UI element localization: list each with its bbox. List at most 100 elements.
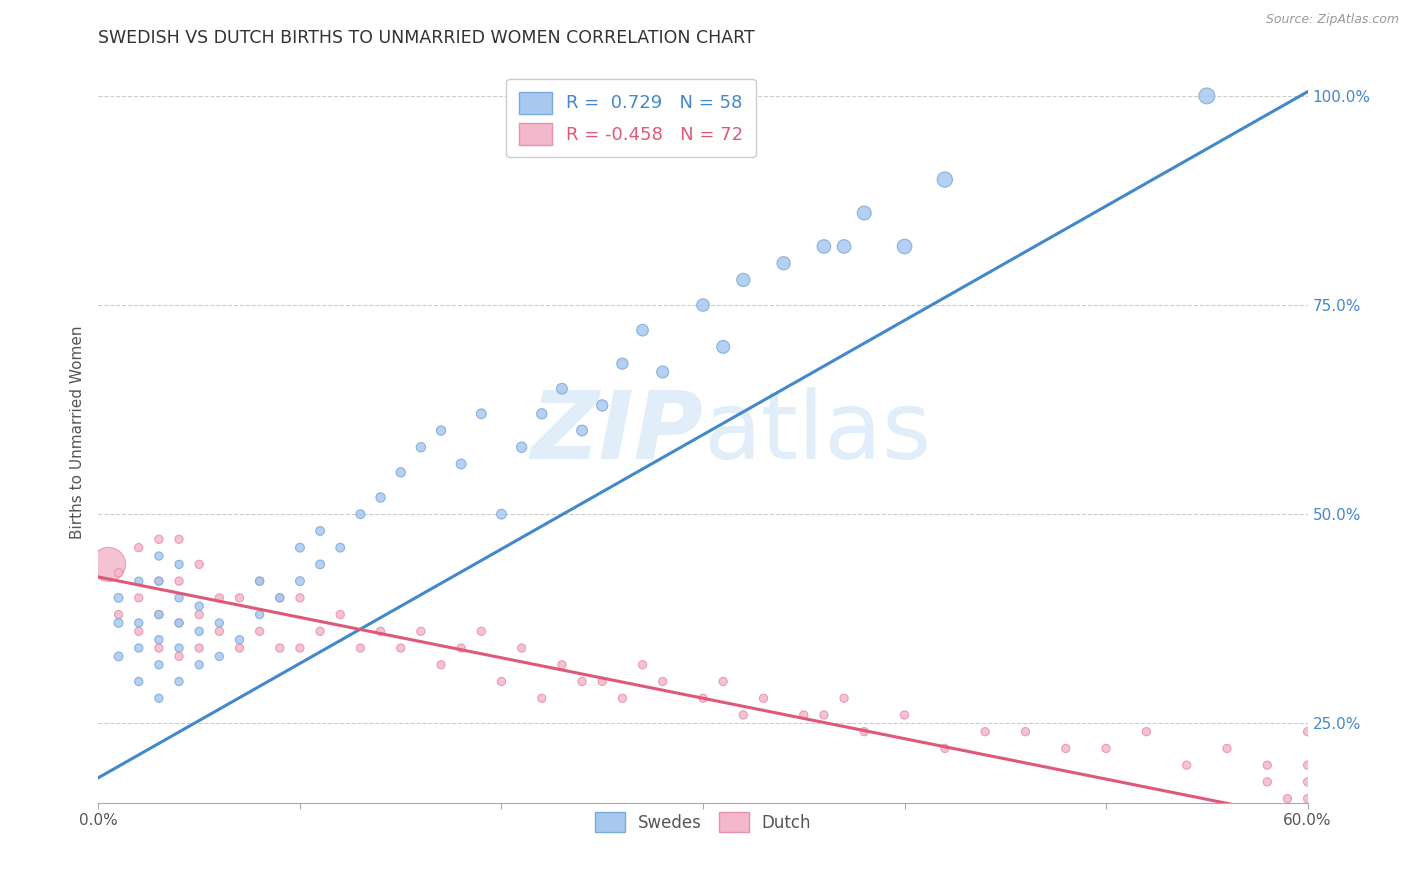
Point xyxy=(288,591,311,605)
Point xyxy=(167,674,190,689)
Point xyxy=(228,640,250,655)
Point xyxy=(107,649,129,664)
Point xyxy=(934,741,956,756)
Point xyxy=(370,624,392,639)
Point xyxy=(752,691,775,706)
Point xyxy=(571,424,593,438)
Point xyxy=(128,674,150,689)
Point xyxy=(148,549,170,563)
Point xyxy=(612,691,634,706)
Point xyxy=(1256,758,1278,772)
Point xyxy=(167,558,190,572)
Point xyxy=(208,649,231,664)
Point xyxy=(288,574,311,588)
Point xyxy=(551,657,574,672)
Point xyxy=(491,507,513,521)
Point xyxy=(510,640,533,655)
Point xyxy=(228,591,250,605)
Point xyxy=(389,466,412,480)
Point xyxy=(208,624,231,639)
Point xyxy=(530,407,553,421)
Point xyxy=(591,674,613,689)
Point xyxy=(1277,791,1299,805)
Point xyxy=(1296,808,1319,822)
Point xyxy=(370,491,392,505)
Point xyxy=(128,574,150,588)
Legend: Swedes, Dutch: Swedes, Dutch xyxy=(588,805,818,838)
Point xyxy=(934,172,956,186)
Point xyxy=(893,239,915,253)
Text: atlas: atlas xyxy=(703,386,931,479)
Point xyxy=(167,533,190,547)
Point xyxy=(349,640,371,655)
Point xyxy=(530,691,553,706)
Point xyxy=(491,674,513,689)
Point xyxy=(309,624,332,639)
Point xyxy=(188,657,211,672)
Point xyxy=(107,615,129,630)
Point xyxy=(893,708,915,723)
Point xyxy=(1014,724,1036,739)
Point xyxy=(167,615,190,630)
Point xyxy=(1054,741,1077,756)
Point xyxy=(148,607,170,622)
Point xyxy=(974,724,997,739)
Point xyxy=(470,624,492,639)
Point xyxy=(430,657,453,672)
Point xyxy=(692,691,714,706)
Y-axis label: Births to Unmarried Women: Births to Unmarried Women xyxy=(69,326,84,540)
Point xyxy=(1296,758,1319,772)
Point xyxy=(107,591,129,605)
Point xyxy=(249,607,271,622)
Point xyxy=(1296,842,1319,856)
Point xyxy=(571,674,593,689)
Point xyxy=(711,674,734,689)
Text: ZIP: ZIP xyxy=(530,386,703,479)
Point xyxy=(1296,791,1319,805)
Point xyxy=(470,407,492,421)
Point xyxy=(128,640,150,655)
Point xyxy=(1296,724,1319,739)
Point xyxy=(167,640,190,655)
Point xyxy=(813,708,835,723)
Point xyxy=(107,566,129,580)
Point xyxy=(733,708,755,723)
Point xyxy=(269,591,291,605)
Point xyxy=(167,574,190,588)
Point xyxy=(651,674,673,689)
Point xyxy=(450,640,472,655)
Point xyxy=(188,624,211,639)
Point xyxy=(148,607,170,622)
Point xyxy=(269,640,291,655)
Point xyxy=(692,298,714,312)
Point xyxy=(148,574,170,588)
Point xyxy=(409,440,432,454)
Point xyxy=(1296,775,1319,789)
Point xyxy=(711,340,734,354)
Point xyxy=(148,574,170,588)
Point xyxy=(228,632,250,647)
Point xyxy=(853,206,876,220)
Point xyxy=(591,399,613,413)
Point xyxy=(631,323,654,337)
Point xyxy=(167,649,190,664)
Point xyxy=(1256,775,1278,789)
Point xyxy=(1095,741,1118,756)
Point xyxy=(772,256,794,270)
Point xyxy=(128,591,150,605)
Point xyxy=(188,640,211,655)
Point xyxy=(128,541,150,555)
Point xyxy=(188,599,211,614)
Point xyxy=(510,440,533,454)
Point xyxy=(249,574,271,588)
Point xyxy=(288,640,311,655)
Point xyxy=(167,591,190,605)
Point xyxy=(1216,741,1239,756)
Point xyxy=(128,615,150,630)
Point xyxy=(813,239,835,253)
Point xyxy=(329,607,352,622)
Point xyxy=(148,691,170,706)
Point xyxy=(249,574,271,588)
Point xyxy=(107,607,129,622)
Point xyxy=(651,365,673,379)
